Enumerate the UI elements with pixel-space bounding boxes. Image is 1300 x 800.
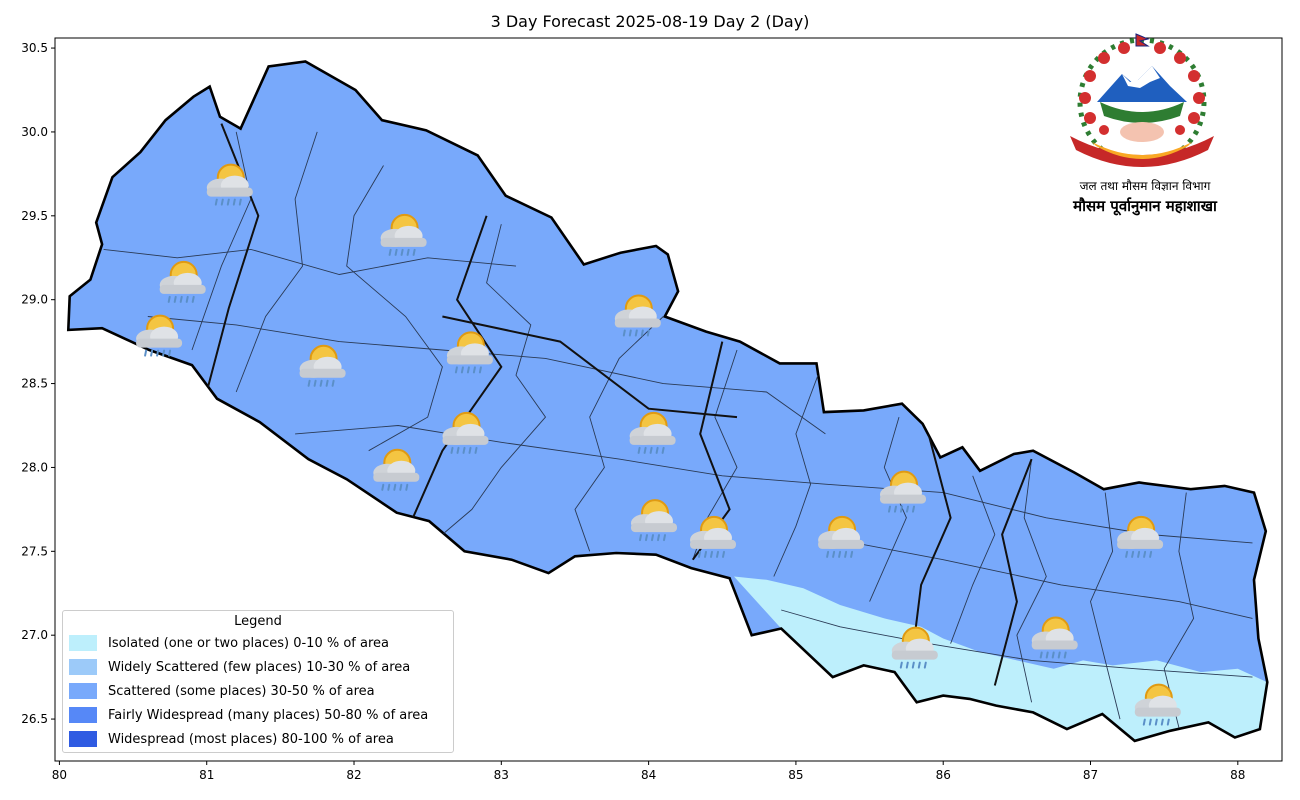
x-tick-label: 87 — [1083, 768, 1098, 782]
rain-cloud-sun-icon — [299, 344, 346, 387]
x-tick-label: 81 — [199, 768, 214, 782]
rain-cloud-sun-icon — [629, 411, 676, 454]
legend-title: Legend — [234, 614, 282, 629]
y-tick-label: 28.5 — [21, 377, 48, 391]
legend-swatch — [69, 659, 97, 675]
legend-swatch — [69, 683, 97, 699]
district-boundary — [1090, 492, 1121, 720]
x-tick-label: 83 — [494, 768, 509, 782]
district-boundary — [103, 248, 517, 275]
legend-swatch — [69, 707, 97, 723]
rain-cloud-sun-icon — [690, 515, 736, 558]
district-boundary — [950, 475, 996, 644]
chart-title: 3 Day Forecast 2025-08-19 Day 2 (Day) — [490, 12, 810, 31]
rain-cloud-sun-icon — [1134, 683, 1181, 726]
legend-swatch — [69, 731, 97, 747]
rain-cloud-sun-icon — [818, 515, 865, 558]
x-tick-label: 88 — [1230, 768, 1245, 782]
province-boundary — [912, 433, 952, 644]
rain-cloud-sun-icon — [614, 294, 661, 337]
district-boundary — [442, 224, 547, 535]
rain-cloud-sun-icon — [880, 470, 926, 513]
district-boundary — [235, 131, 318, 393]
province-boundary — [442, 315, 738, 419]
y-tick-label: 28.0 — [21, 460, 48, 474]
rain-cloud-sun-icon — [1117, 515, 1164, 558]
legend-label: Scattered (some places) 30-50 % of area — [108, 683, 375, 699]
y-tick-label: 27.0 — [21, 628, 48, 642]
province-boundary — [993, 458, 1033, 686]
district-boundary — [574, 316, 664, 552]
isolated-region — [734, 576, 1268, 741]
legend-label: Isolated (one or two places) 0-10 % of a… — [108, 635, 389, 651]
rain-cloud-sun-icon — [136, 314, 183, 357]
province-boundary — [411, 215, 503, 519]
y-tick-label: 27.5 — [21, 544, 48, 558]
district-boundary — [781, 609, 1253, 678]
country-fill — [68, 61, 1268, 741]
section-name: मौसम पूर्वानुमान महाशाखा — [1073, 197, 1217, 215]
rain-cloud-sun-icon — [380, 213, 427, 256]
legend-item-widespread: Widespread (most places) 80-100 % of are… — [63, 727, 453, 751]
rain-cloud-sun-icon — [442, 411, 489, 454]
district-boundary — [773, 375, 819, 577]
y-tick-label: 30.0 — [21, 125, 48, 139]
district-boundaries — [103, 123, 1253, 728]
legend-item-scattered: Scattered (some places) 30-50 % of area — [63, 679, 453, 703]
district-boundary — [869, 416, 907, 602]
y-tick-label: 29.5 — [21, 209, 48, 223]
rain-cloud-sun-icon — [159, 260, 206, 303]
y-tick-label: 30.5 — [21, 41, 48, 55]
weather-icons — [136, 163, 1181, 726]
y-axis: 30.5 30.0 29.5 29.0 28.5 28.0 27.5 27.0 26.5 — [21, 41, 55, 726]
legend: Legend Isolated (one or two places) 0-10… — [62, 610, 454, 753]
x-tick-label: 82 — [346, 768, 361, 782]
country-layer — [66, 60, 1269, 743]
y-tick-label: 26.5 — [21, 712, 48, 726]
district-boundary — [346, 165, 443, 452]
emblem-logo — [1070, 33, 1214, 167]
x-tick-label: 84 — [641, 768, 656, 782]
y-tick-label: 29.0 — [21, 293, 48, 307]
x-axis: 80 81 82 83 84 85 86 87 88 — [52, 761, 1245, 782]
legend-label: Widespread (most places) 80-100 % of are… — [108, 731, 394, 747]
rain-cloud-sun-icon — [631, 499, 677, 542]
rain-cloud-sun-icon — [373, 448, 420, 491]
department-name: जल तथा मौसम विज्ञान विभाग — [1079, 179, 1211, 193]
legend-item-widely-scattered: Widely Scattered (few places) 10-30 % of… — [63, 655, 453, 679]
legend-item-fairly-widespread: Fairly Widespread (many places) 50-80 % … — [63, 703, 453, 727]
x-tick-label: 85 — [788, 768, 803, 782]
district-boundary — [854, 542, 1253, 619]
legend-item-isolated: Isolated (one or two places) 0-10 % of a… — [63, 631, 453, 655]
x-tick-label: 86 — [936, 768, 951, 782]
plot-frame — [54, 37, 1283, 762]
rain-cloud-sun-icon — [446, 331, 493, 374]
country-outline — [66, 60, 1269, 743]
legend-swatch — [69, 635, 97, 651]
rain-cloud-sun-icon — [891, 626, 938, 669]
legend-label: Fairly Widespread (many places) 50-80 % … — [108, 707, 429, 723]
district-boundary — [1016, 459, 1047, 703]
rain-cloud-sun-icon — [1031, 616, 1078, 659]
x-tick-label: 80 — [52, 768, 67, 782]
rain-cloud-sun-icon — [206, 163, 253, 206]
legend-label: Widely Scattered (few places) 10-30 % of… — [108, 659, 411, 675]
district-boundary — [191, 131, 252, 351]
